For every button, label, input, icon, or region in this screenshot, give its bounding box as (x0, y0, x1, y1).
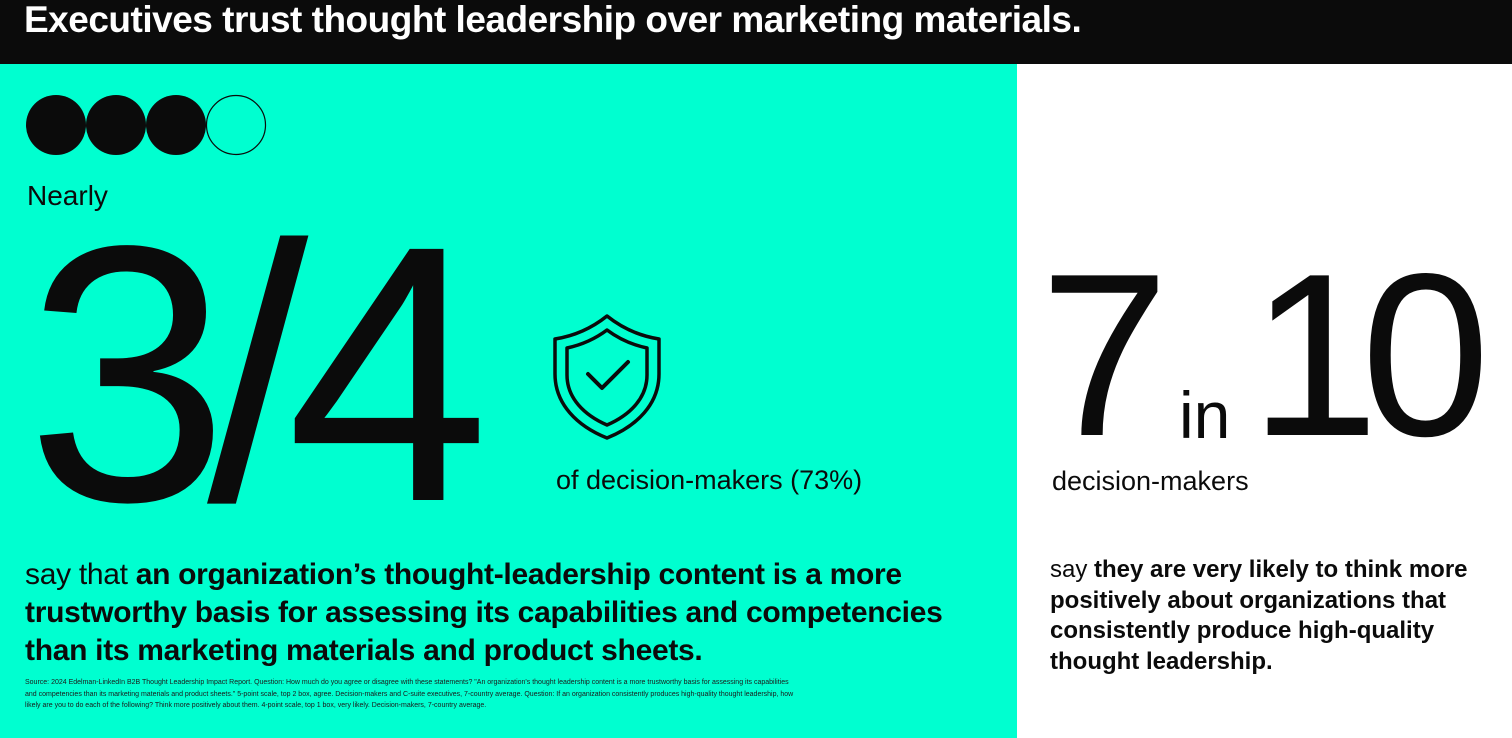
page-title: Executives trust thought leadership over… (24, 0, 1082, 40)
right-statement-emphasis: they are very likely to think more posit… (1050, 556, 1468, 675)
statement-emphasis: an organization’s thought-leadership con… (25, 558, 943, 667)
right-statement: say they are very likely to think more p… (1050, 555, 1490, 677)
source-footnote: Source: 2024 Edelman-LinkedIn B2B Though… (25, 679, 794, 709)
shield-check-icon (553, 314, 661, 440)
ratio-stat: 7 in 10 (1040, 226, 1500, 485)
header-bar: Executives trust thought leadership over… (0, 0, 1512, 64)
ratio-numerator: 7 (1040, 226, 1170, 485)
big-fraction-stat: 3/4 (26, 171, 489, 578)
left-stat-panel (0, 64, 1017, 738)
three-of-four-circles-icon (26, 94, 267, 156)
right-stat-panel (1017, 64, 1512, 738)
left-statement: say that an organization’s thought-leade… (25, 556, 1005, 670)
statement-lead: say that (25, 558, 136, 591)
ratio-denominator: 10 (1250, 226, 1490, 485)
right-statement-lead: say (1050, 556, 1095, 583)
qualifier-text: Nearly (27, 180, 108, 211)
ratio-connector: in (1179, 378, 1231, 452)
right-subject-label: decision-makers (1052, 466, 1249, 496)
subject-label: of decision-makers (73%) (556, 465, 863, 495)
